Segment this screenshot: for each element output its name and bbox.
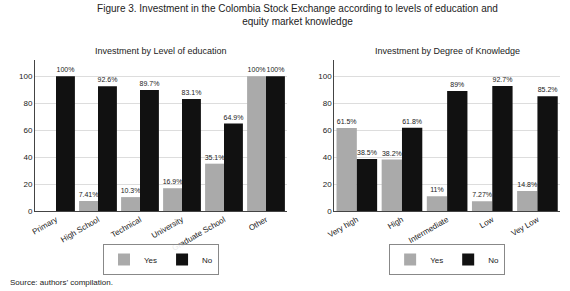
svg-text:38.2%: 38.2% xyxy=(382,150,402,157)
svg-text:89%: 89% xyxy=(450,81,464,88)
svg-text:7.27%: 7.27% xyxy=(472,191,492,198)
svg-text:Primary: Primary xyxy=(31,215,59,237)
svg-text:100: 100 xyxy=(19,72,33,81)
svg-text:100: 100 xyxy=(318,72,332,81)
svg-text:20: 20 xyxy=(323,180,332,189)
svg-text:No: No xyxy=(202,256,213,265)
svg-text:Low: Low xyxy=(478,215,495,230)
svg-text:University: University xyxy=(150,215,185,240)
svg-text:100%: 100% xyxy=(266,66,284,73)
svg-text:Vey Low: Vey Low xyxy=(510,215,541,238)
svg-text:High: High xyxy=(386,215,405,231)
svg-text:85.2%: 85.2% xyxy=(538,86,558,93)
svg-text:Investment by Level of educati: Investment by Level of education xyxy=(95,46,227,56)
svg-text:61.8%: 61.8% xyxy=(402,118,422,125)
svg-text:83.1%: 83.1% xyxy=(182,89,202,96)
svg-text:38.5%: 38.5% xyxy=(357,149,377,156)
svg-text:Source: authors’ compilation.: Source: authors’ compilation. xyxy=(10,278,113,287)
svg-text:Yes: Yes xyxy=(430,256,443,265)
svg-text:Graduate School: Graduate School xyxy=(170,215,227,253)
svg-text:Other: Other xyxy=(247,215,269,233)
svg-text:16.9%: 16.9% xyxy=(163,178,183,185)
svg-text:Intermediate: Intermediate xyxy=(407,215,450,245)
svg-text:60: 60 xyxy=(323,126,332,135)
svg-text:40: 40 xyxy=(23,153,32,162)
svg-text:60: 60 xyxy=(23,126,32,135)
svg-text:7.41%: 7.41% xyxy=(79,191,99,198)
svg-text:40: 40 xyxy=(323,153,332,162)
svg-text:11%: 11% xyxy=(430,186,444,193)
svg-text:92.7%: 92.7% xyxy=(493,76,513,83)
svg-text:100%: 100% xyxy=(56,66,74,73)
svg-text:Very high: Very high xyxy=(326,215,359,239)
svg-text:20: 20 xyxy=(23,180,32,189)
svg-text:High School: High School xyxy=(59,215,101,244)
svg-text:Figure 3. Investment in the Co: Figure 3. Investment in the Colombia Sto… xyxy=(97,3,498,27)
svg-text:35.1%: 35.1% xyxy=(205,154,225,161)
svg-text:14.8%: 14.8% xyxy=(517,181,537,188)
svg-text:64.9%: 64.9% xyxy=(224,114,244,121)
svg-text:80: 80 xyxy=(23,99,32,108)
svg-text:100%: 100% xyxy=(248,66,266,73)
svg-text:0: 0 xyxy=(327,207,332,216)
svg-text:Investment by Degree of Knowle: Investment by Degree of Knowledge xyxy=(375,46,520,56)
svg-text:61.5%: 61.5% xyxy=(337,118,357,125)
svg-text:92.6%: 92.6% xyxy=(98,76,118,83)
svg-text:0: 0 xyxy=(28,207,33,216)
svg-text:89.7%: 89.7% xyxy=(140,80,160,87)
svg-text:Yes: Yes xyxy=(144,256,157,265)
svg-text:80: 80 xyxy=(323,99,332,108)
svg-text:10.3%: 10.3% xyxy=(121,187,141,194)
svg-text:Technical: Technical xyxy=(110,215,144,240)
svg-text:No: No xyxy=(488,256,499,265)
